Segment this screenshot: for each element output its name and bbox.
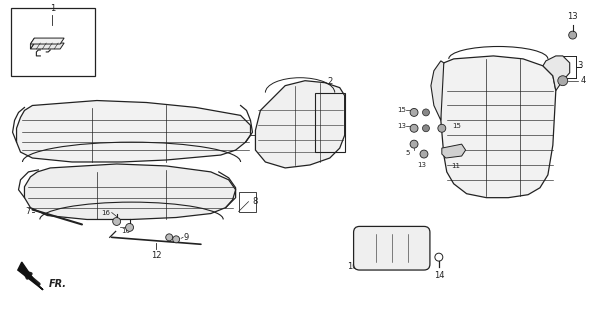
Text: 16: 16: [122, 228, 131, 234]
Text: 5: 5: [406, 150, 410, 156]
Text: 1: 1: [50, 4, 55, 13]
Text: 3: 3: [578, 61, 583, 70]
Circle shape: [410, 124, 418, 132]
Circle shape: [173, 236, 180, 243]
Text: 14: 14: [433, 271, 444, 280]
Text: 6: 6: [262, 131, 268, 140]
Text: 8: 8: [252, 197, 258, 206]
Text: 15: 15: [397, 108, 406, 113]
Circle shape: [422, 109, 429, 116]
Polygon shape: [442, 144, 465, 158]
Text: FR.: FR.: [49, 279, 67, 289]
Bar: [10, 8, 95, 76]
Circle shape: [558, 76, 568, 86]
Text: 12: 12: [151, 251, 161, 260]
Text: 13: 13: [567, 12, 578, 21]
Circle shape: [410, 140, 418, 148]
Circle shape: [113, 218, 120, 225]
Text: 15: 15: [452, 123, 460, 129]
Text: 13: 13: [418, 162, 427, 168]
Text: 16: 16: [101, 210, 110, 216]
Circle shape: [420, 150, 428, 158]
Text: 11: 11: [451, 163, 460, 169]
Polygon shape: [17, 100, 251, 162]
Polygon shape: [431, 61, 444, 120]
Text: 9: 9: [183, 233, 188, 242]
Polygon shape: [25, 164, 236, 220]
Text: 2: 2: [327, 77, 332, 86]
Circle shape: [410, 108, 418, 116]
Circle shape: [438, 124, 446, 132]
Text: 7: 7: [25, 207, 31, 216]
Text: 13: 13: [397, 123, 406, 129]
Circle shape: [569, 31, 577, 39]
Polygon shape: [31, 38, 34, 49]
Text: 4: 4: [581, 76, 586, 85]
Circle shape: [422, 125, 429, 132]
Circle shape: [166, 234, 173, 241]
Polygon shape: [543, 56, 570, 91]
Polygon shape: [439, 56, 556, 198]
Polygon shape: [31, 43, 64, 49]
FancyBboxPatch shape: [354, 227, 430, 270]
Text: 10: 10: [347, 261, 357, 271]
Polygon shape: [18, 262, 43, 290]
Polygon shape: [255, 81, 344, 168]
Polygon shape: [31, 38, 64, 44]
Circle shape: [126, 223, 133, 231]
